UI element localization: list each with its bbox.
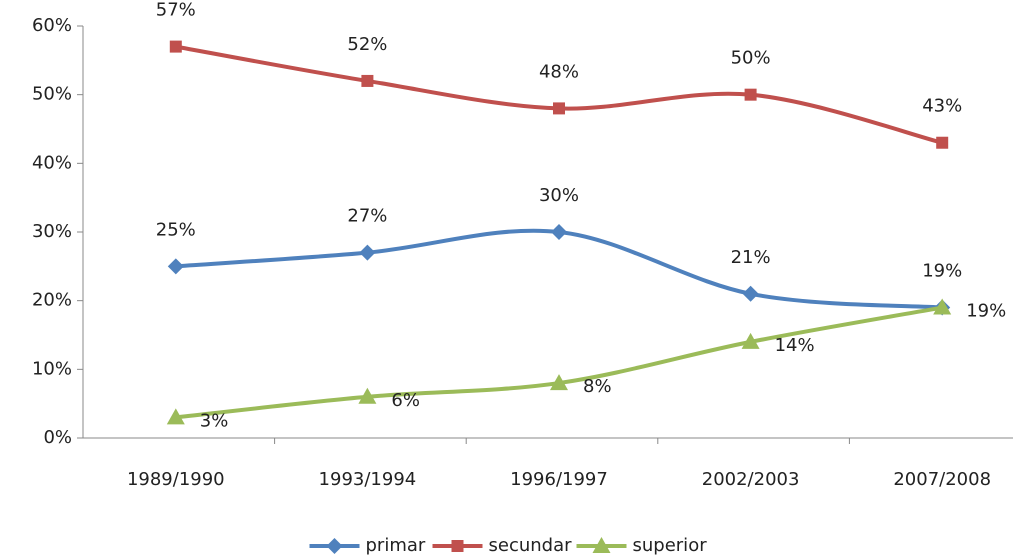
data-label: 6% [391, 390, 420, 411]
y-tick-label: 10% [32, 358, 72, 379]
data-label: 48% [539, 61, 579, 82]
data-label: 57% [156, 0, 196, 21]
data-point [550, 374, 568, 391]
data-label: 50% [731, 48, 771, 69]
data-label: 3% [200, 410, 229, 431]
legend-marker [326, 538, 343, 554]
y-tick-label: 30% [32, 221, 72, 242]
series-line [175, 228, 943, 310]
data-label: 43% [922, 96, 962, 117]
data-label: 14% [775, 335, 815, 356]
data-point [936, 136, 949, 149]
data-label: 25% [156, 219, 196, 240]
data-label: 30% [539, 185, 579, 206]
series-line [175, 305, 943, 420]
legend-marker [451, 540, 464, 552]
data-point [358, 387, 377, 404]
data-point [361, 74, 374, 87]
data-point [359, 244, 376, 261]
x-tick-label: 1996/1997 [510, 469, 608, 490]
data-point [169, 40, 182, 53]
y-tick-label: 60% [32, 15, 72, 36]
data-point [741, 332, 760, 349]
data-label: 19% [966, 301, 1006, 322]
data-label: 27% [347, 206, 387, 227]
data-label: 21% [731, 247, 771, 268]
data-point [551, 224, 567, 240]
data-point [744, 88, 757, 101]
data-label: 8% [583, 376, 612, 397]
y-tick-label: 0% [43, 427, 72, 448]
x-tick-label: 1993/1994 [319, 469, 417, 490]
y-tick-label: 40% [32, 152, 72, 173]
data-point [553, 102, 565, 115]
legend-label: secundar [489, 535, 573, 556]
legend-label: superior [633, 535, 708, 556]
x-tick-label: 2002/2003 [702, 469, 800, 490]
x-tick-label: 2007/2008 [893, 469, 991, 490]
data-point [742, 285, 759, 302]
data-label: 19% [922, 261, 962, 282]
y-tick-label: 50% [32, 84, 72, 105]
x-tick-label: 1989/1990 [127, 469, 225, 490]
data-point [933, 298, 952, 315]
data-label: 52% [347, 34, 387, 55]
data-point [167, 258, 184, 275]
data-point [166, 408, 185, 425]
legend-label: primar [366, 535, 426, 556]
legend-marker [592, 537, 611, 553]
y-tick-label: 20% [32, 290, 72, 311]
